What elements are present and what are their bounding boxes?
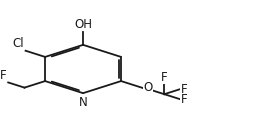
Text: F: F	[180, 83, 187, 95]
Text: F: F	[180, 93, 187, 106]
Text: O: O	[143, 81, 153, 94]
Text: F: F	[0, 69, 7, 82]
Text: F: F	[161, 71, 168, 84]
Text: Cl: Cl	[13, 37, 24, 50]
Text: OH: OH	[74, 18, 92, 31]
Text: N: N	[79, 96, 88, 109]
